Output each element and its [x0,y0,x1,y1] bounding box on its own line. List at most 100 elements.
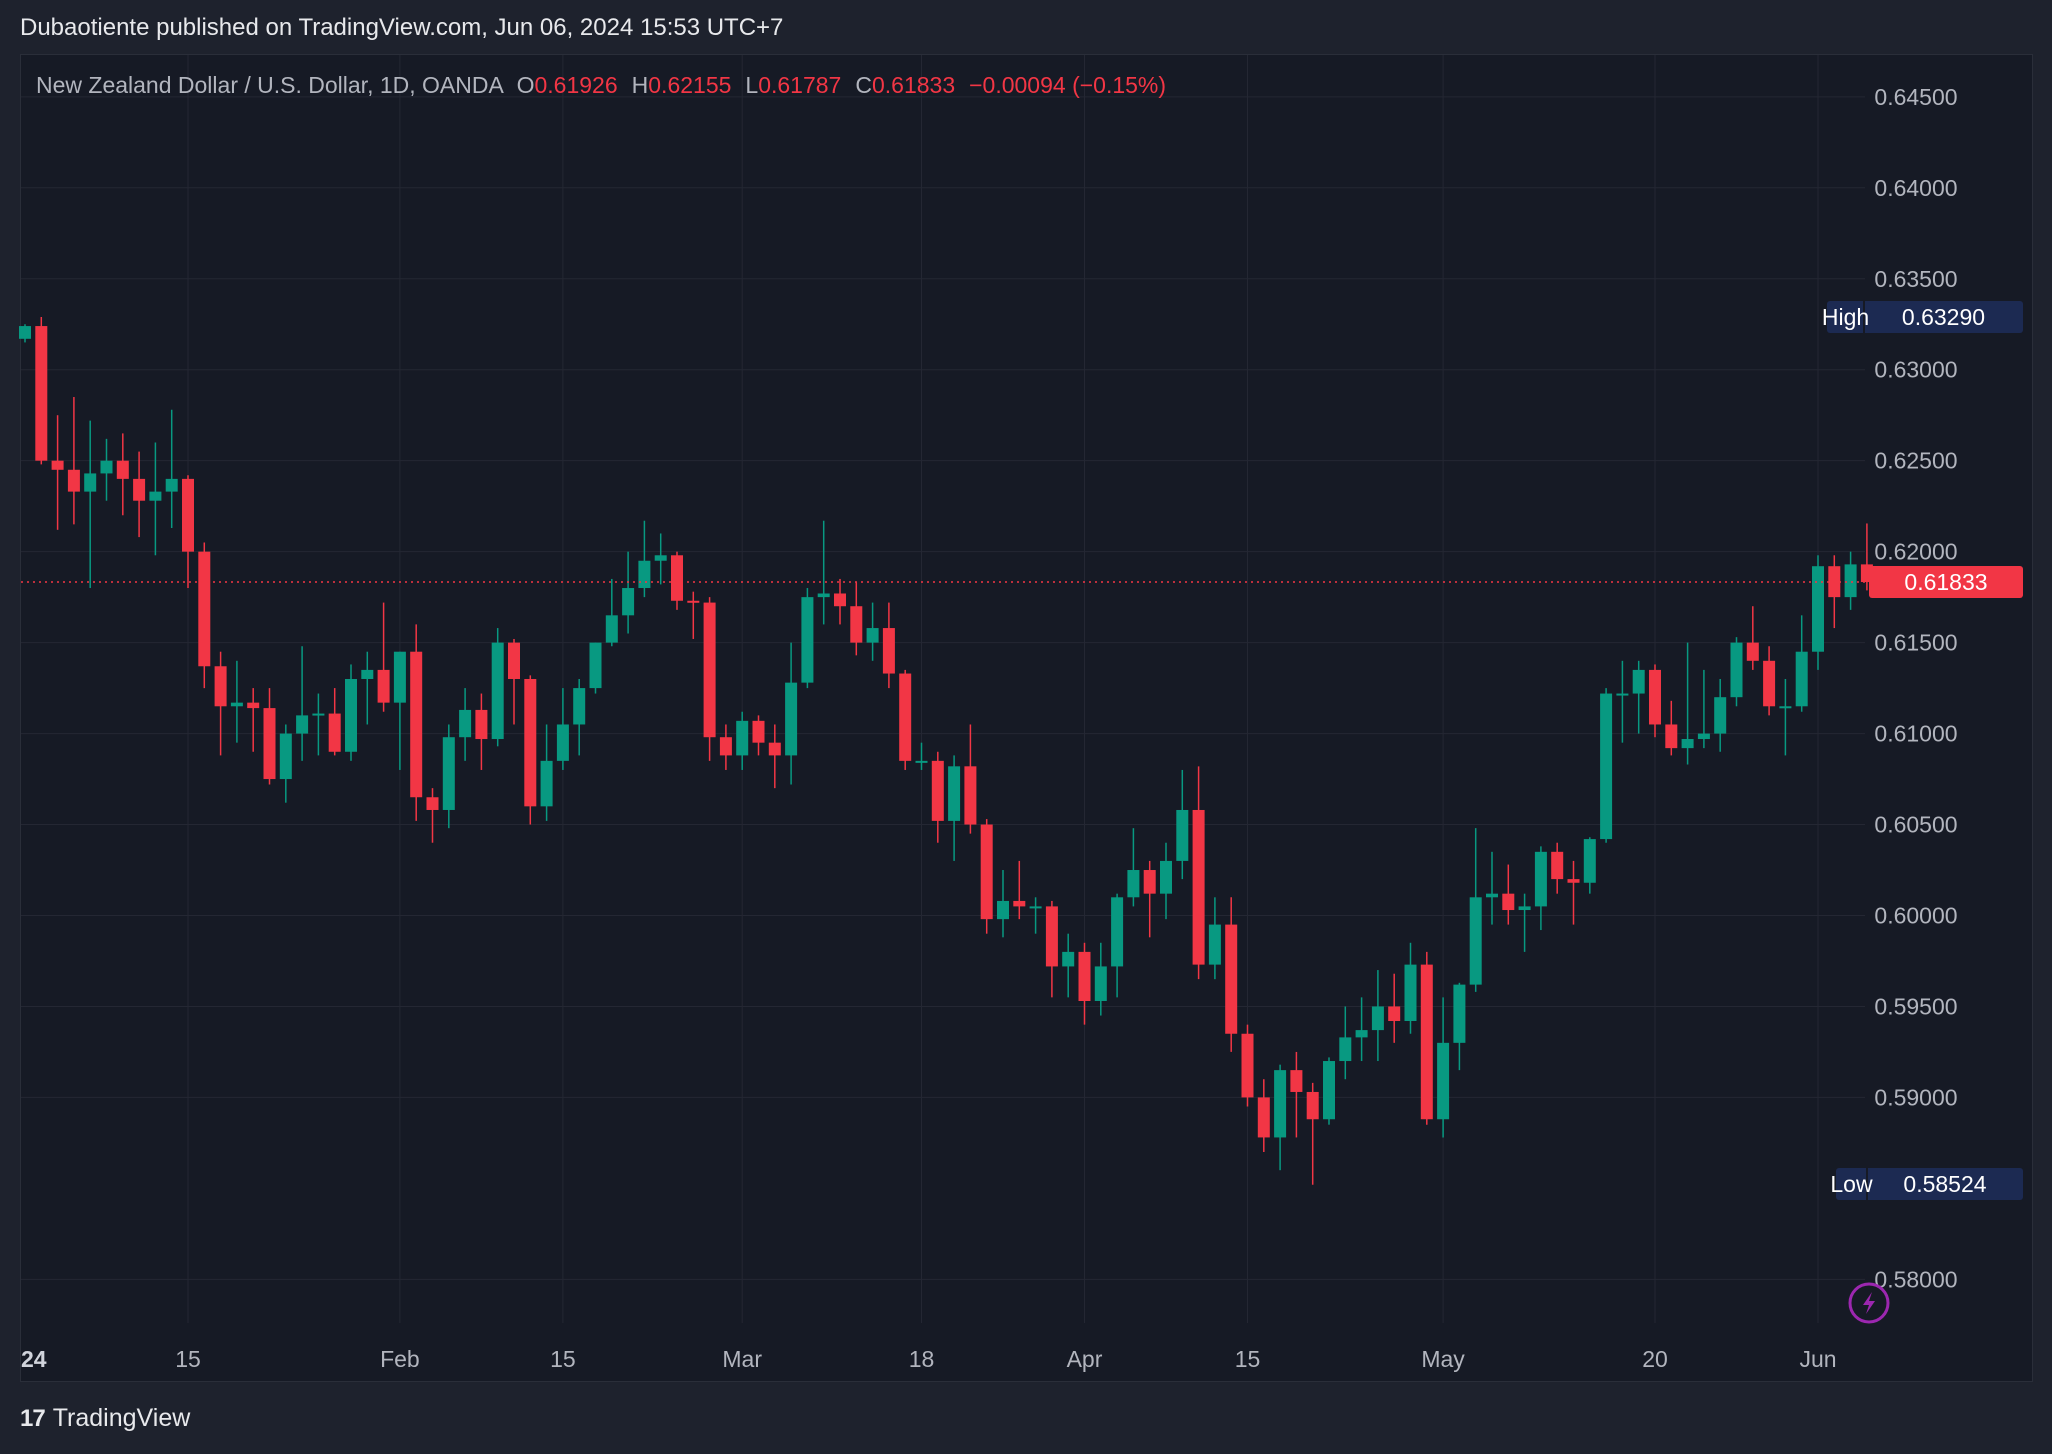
candle-body [247,702,260,709]
candle-body [377,669,390,703]
candle-body [1518,906,1531,911]
candle-body [1616,693,1629,696]
candle-body [1013,900,1026,907]
candle [393,651,406,770]
tradingview-logo-icon[interactable]: 17 [20,1404,46,1432]
price-axis: 0.64500 0.64000 0.63500 0.63000 0.62500 0.620… [1874,84,1957,1292]
candle-body [1323,1061,1335,1120]
price-tick-label: 0.59500 [1874,993,1957,1019]
candle-body [1160,860,1172,894]
candle-body [279,733,292,780]
candle-body [964,766,977,825]
candle-body [1241,1033,1254,1098]
candle [1779,678,1792,756]
candle-body [491,642,504,740]
candle-body [1339,1037,1352,1062]
price-tick-label: 0.62000 [1874,539,1957,565]
candle [1828,555,1841,629]
low-value: 0.61787 [758,72,842,98]
candle-body [882,628,895,674]
candle-body [1143,870,1156,894]
candle [182,475,194,589]
candle [67,397,80,525]
candle-body [84,473,97,492]
candle [84,420,97,589]
symbol-title[interactable]: New Zealand Dollar / U.S. Dollar, 1D, OA… [36,72,504,98]
candle-body [980,824,993,920]
candle-body [1208,924,1221,965]
candle [931,751,944,843]
candle [1192,766,1205,980]
candle [1323,1057,1335,1125]
candle-body [752,720,765,743]
candle [1649,664,1661,738]
high-value: 0.63290 [1902,304,1985,330]
candle-body [1045,906,1058,967]
time-tick-label: 24 [21,1346,47,1372]
candle [1420,951,1433,1125]
candle [263,688,276,785]
candle-body [1371,1006,1384,1031]
candle-body [605,615,618,643]
candle-body [1225,924,1238,1034]
candle-body [915,760,928,763]
candle-body [1388,1006,1401,1022]
candle [1730,637,1743,707]
candle [736,711,749,770]
candle [948,755,961,861]
candle-body [51,460,64,470]
candle-body [1812,566,1824,652]
candle [1486,851,1498,925]
high-value: 0.62155 [648,72,732,98]
candle [230,660,243,743]
candle [491,628,504,747]
candle-body [67,469,80,492]
candle-body [442,737,455,810]
candle-body [133,478,146,501]
candle [1714,678,1727,752]
candle-body [654,555,667,561]
candle [703,597,716,761]
candle [752,715,765,756]
candle [19,324,31,343]
candle [1763,646,1776,716]
low-value: 0.58524 [1903,1171,1986,1197]
candle-body [214,666,227,707]
time-tick-label: Feb [380,1346,420,1372]
candle-body [1567,879,1580,883]
candle-body [540,760,553,807]
candle-body [1795,651,1808,707]
time-tick-label: 15 [175,1346,201,1372]
high-marker: High 0.63290 [1822,300,2023,333]
candle [1665,700,1678,756]
price-tick-label: 0.64500 [1874,84,1957,110]
low-label: Low [1830,1171,1873,1197]
candle [556,688,569,770]
candle-body [1306,1091,1319,1120]
candle [1844,551,1857,610]
candle-body [1502,893,1515,911]
candle [1225,897,1238,1052]
brand-name[interactable]: TradingView [52,1404,191,1432]
candle [279,724,292,803]
price-tick-label: 0.63500 [1874,266,1957,292]
candle-body [719,737,732,756]
candle-body [296,715,309,734]
candle [1257,1079,1270,1152]
candle [1355,997,1368,1062]
candle-body [230,702,243,707]
candle [198,542,211,689]
candle-body [948,766,961,821]
candle-body [1534,851,1547,907]
low-marker: Low 0.58524 [1830,1168,2023,1201]
candle [1062,933,1075,998]
change-value: −0.00094 (−0.15%) [969,72,1167,98]
candle-body [1111,897,1124,967]
candle [1404,942,1417,1034]
lightning-icon[interactable] [1848,1282,1890,1324]
candle [719,724,732,770]
candle-body [1551,851,1564,880]
candle-body [1681,739,1694,749]
candle [312,693,325,756]
